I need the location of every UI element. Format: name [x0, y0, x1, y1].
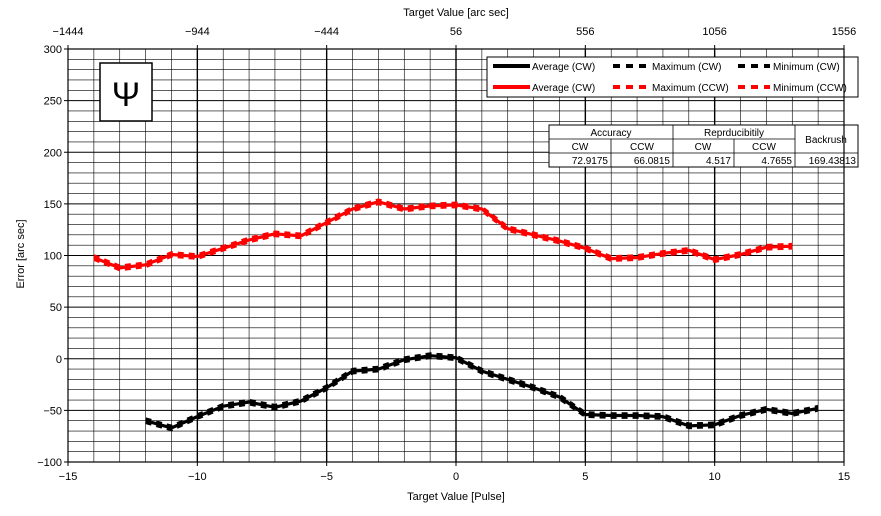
- y-tick-label: −100: [37, 457, 62, 469]
- series-line-2-minimum-cw: [145, 356, 819, 432]
- reproducibility-header: Reprducibitily: [704, 128, 764, 139]
- accuracy-cw-label: CW: [572, 142, 589, 153]
- x-axis-title: Target Value [Pulse]: [407, 491, 505, 503]
- y-tick-label: 150: [44, 199, 62, 211]
- series-line-4-maximum-ccw: [93, 198, 793, 268]
- legend-label-maximum-cw: Maximum (CW): [652, 62, 721, 73]
- accuracy-header: Accuracy: [590, 128, 631, 139]
- legend-label-maximum-ccw: Maximum (CCW): [652, 83, 729, 94]
- y-axis-title: Error [arc sec]: [15, 219, 27, 288]
- series-line-1-maximum-cw: [145, 352, 819, 428]
- x-tick-label: 10: [709, 471, 721, 483]
- repro-ccw-label: CCW: [752, 142, 776, 153]
- x2-tick-label: −1444: [53, 26, 84, 38]
- y-tick-label: −50: [43, 405, 62, 417]
- x-tick-label: −5: [320, 471, 333, 483]
- y-tick-label: 200: [44, 147, 62, 159]
- repro-cw-value: 4.517: [706, 156, 731, 167]
- chart-series: [93, 198, 819, 432]
- series-line-0-average-cw: [145, 354, 819, 430]
- x-tick-label: 5: [582, 471, 588, 483]
- x2-tick-label: 1056: [702, 26, 726, 38]
- series-line-5-minimum-ccw: [93, 202, 793, 272]
- y-tick-label: 50: [50, 302, 62, 314]
- left-axis-ticks: −100 −50 0 50 100 150 200 250 300: [37, 44, 68, 469]
- plot-frame: [67, 48, 845, 463]
- repro-ccw-value: 4.7655: [761, 156, 792, 167]
- accuracy-cw-value: 72.9175: [572, 156, 609, 167]
- stats-table-frame: [548, 124, 859, 168]
- y-tick-label: 300: [44, 44, 62, 56]
- accuracy-ccw-label: CCW: [630, 142, 654, 153]
- symbol-badge-box: [99, 62, 153, 122]
- y-tick-label: 250: [44, 96, 62, 108]
- x-tick-label: −15: [59, 471, 78, 483]
- y-tick-label: 100: [44, 251, 62, 263]
- x2-tick-label: 556: [576, 26, 594, 38]
- x-tick-label: 15: [838, 471, 850, 483]
- y-tick-label: 0: [56, 354, 62, 366]
- bottom-axis-ticks: −15 −10 −5 0 5 10 15: [59, 462, 850, 483]
- legend-label-average-cw: Average (CW): [532, 62, 595, 73]
- legend-label-minimum-cw: Minimum (CW): [773, 62, 840, 73]
- legend: Average (CW) Maximum (CW) Minimum (CW) A…: [486, 56, 859, 98]
- x2-tick-label: −444: [314, 26, 339, 38]
- accuracy-ccw-value: 66.0815: [634, 156, 671, 167]
- legend-box: [486, 56, 859, 98]
- stats-table: Accuracy Reprducibitily Backrush CW CCW …: [548, 124, 859, 168]
- repro-cw-label: CW: [695, 142, 712, 153]
- top-axis-title: Target Value [arc sec]: [403, 7, 509, 19]
- x2-tick-label: 1556: [832, 26, 856, 38]
- x2-tick-label: 56: [450, 26, 462, 38]
- x-tick-label: 0: [453, 471, 459, 483]
- x-tick-label: −10: [188, 471, 207, 483]
- backrush-value: 169.43813: [809, 156, 857, 167]
- legend-label-average-ccw: Average (CW): [532, 83, 595, 94]
- series-line-3-average-cw: [93, 200, 793, 270]
- x2-tick-label: −944: [185, 26, 210, 38]
- psi-symbol: Ψ: [112, 76, 140, 114]
- backrush-header: Backrush: [805, 135, 847, 146]
- symbol-badge: Ψ: [99, 62, 153, 122]
- legend-label-minimum-ccw: Minimum (CCW): [773, 83, 847, 94]
